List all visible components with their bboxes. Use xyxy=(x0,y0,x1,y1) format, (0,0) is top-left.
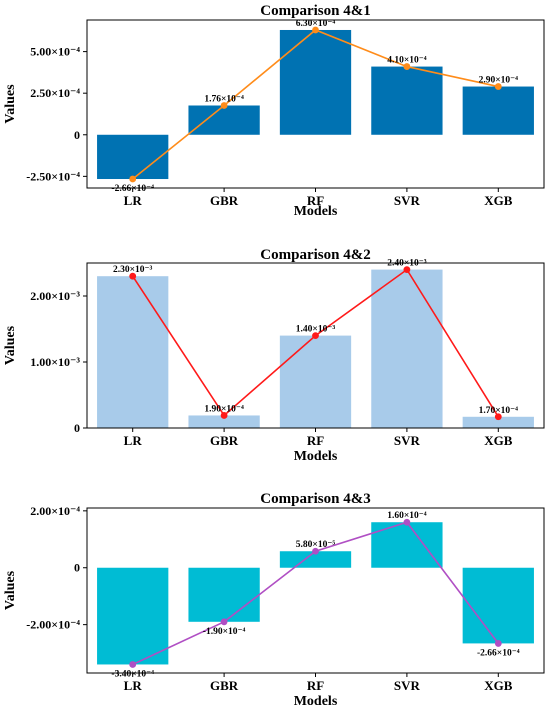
trend-point-gbr xyxy=(220,618,228,626)
bar-svr xyxy=(371,269,443,428)
data-label-gbr: 1.90×10⁻⁴ xyxy=(204,404,244,414)
y-axis-label: Values xyxy=(3,325,18,365)
data-label-svr: 2.40×10⁻³ xyxy=(387,259,427,269)
x-axis-label: Models xyxy=(294,449,338,464)
bar-svr xyxy=(371,522,443,568)
trend-point-xgb xyxy=(494,413,502,421)
x-tick-label-gbr: GBR xyxy=(210,678,239,693)
trend-point-lr xyxy=(129,661,137,668)
bar-gbr xyxy=(188,415,260,428)
x-tick-label-xgb: XGB xyxy=(484,193,513,208)
trend-point-lr xyxy=(129,272,137,280)
y-tick-label: 0 xyxy=(74,561,80,575)
chart-title: Comparison 4&3 xyxy=(260,491,370,507)
bar-lr xyxy=(97,567,169,665)
trend-point-svr xyxy=(403,266,411,273)
y-tick-label: 2.00×10⁻³ xyxy=(30,289,80,303)
x-axis-label: Models xyxy=(294,694,338,709)
data-label-xgb: -2.66×10⁻⁴ xyxy=(477,648,520,658)
y-tick-label: 5.00×10⁻⁴ xyxy=(30,45,80,59)
trend-point-lr xyxy=(129,175,137,183)
x-tick-label-gbr: GBR xyxy=(210,193,239,208)
bar-rf xyxy=(279,29,352,135)
data-label-gbr: 1.76×10⁻⁴ xyxy=(204,94,244,104)
trend-point-gbr xyxy=(220,412,228,419)
y-axis-label: Values xyxy=(3,84,18,124)
bar-lr xyxy=(97,276,169,428)
y-tick-label: -2.00×10⁻⁴ xyxy=(26,618,80,632)
chart-title: Comparison 4&1 xyxy=(260,3,370,19)
y-tick-label: 2.00×10⁻⁴ xyxy=(30,504,80,518)
x-tick-label-rf: RF xyxy=(307,193,324,208)
x-tick-label-xgb: XGB xyxy=(484,433,513,448)
y-axis-label: Values xyxy=(3,570,18,610)
chart-title: Comparison 4&2 xyxy=(260,247,370,263)
y-tick-label: -2.50×10⁻⁴ xyxy=(26,169,80,183)
y-tick-label: 0 xyxy=(74,421,80,435)
x-tick-label-lr: LR xyxy=(124,433,143,448)
x-axis-label: Models xyxy=(294,204,338,219)
x-tick-label-rf: RF xyxy=(307,433,324,448)
bar-gbr xyxy=(188,105,260,135)
chart-panel-3: Comparison 4&3-3.40×10⁻⁴-1.90×10⁻⁴5.80×1… xyxy=(3,491,545,709)
bar-lr xyxy=(97,134,169,180)
trend-point-svr xyxy=(403,63,411,70)
data-label-lr: 2.30×10⁻³ xyxy=(113,265,153,275)
bar-gbr xyxy=(188,567,260,622)
data-label-rf: 1.40×10⁻³ xyxy=(296,325,336,335)
bar-rf xyxy=(279,335,352,428)
bar-xgb xyxy=(462,416,534,428)
x-tick-label-svr: SVR xyxy=(394,433,421,448)
x-tick-label-lr: LR xyxy=(124,193,143,208)
x-tick-label-xgb: XGB xyxy=(484,678,513,693)
bar-rf xyxy=(279,551,352,568)
x-tick-label-rf: RF xyxy=(307,678,324,693)
y-tick-label: 1.00×10⁻³ xyxy=(30,355,80,369)
y-tick-label: 2.50×10⁻⁴ xyxy=(30,86,80,100)
trend-point-gbr xyxy=(220,102,228,109)
trend-point-xgb xyxy=(494,83,502,90)
x-tick-label-lr: LR xyxy=(124,678,143,693)
bar-xgb xyxy=(462,86,534,135)
chart-panel-1: Comparison 4&1-2.66×10⁻⁴1.76×10⁻⁴6.30×10… xyxy=(3,3,545,219)
x-tick-label-svr: SVR xyxy=(394,193,421,208)
trend-point-xgb xyxy=(494,640,502,647)
bar-xgb xyxy=(462,567,534,644)
bar-svr xyxy=(371,66,443,135)
x-tick-label-svr: SVR xyxy=(394,678,421,693)
data-label-gbr: -1.90×10⁻⁴ xyxy=(203,627,246,637)
trend-point-rf xyxy=(312,547,319,555)
x-tick-label-gbr: GBR xyxy=(210,433,239,448)
chart-panel-2: Comparison 4&2 2.30×10⁻³ 1.90×10⁻⁴ 1.40×10⁻… xyxy=(3,247,545,464)
data-label-rf: 5.80×10⁻⁵ xyxy=(296,540,336,550)
trend-point-rf xyxy=(312,26,319,34)
data-label-svr: 1.60×10⁻⁴ xyxy=(387,511,427,521)
data-label-svr: 4.10×10⁻⁴ xyxy=(387,56,427,66)
data-label-rf: 6.30×10⁻⁴ xyxy=(296,19,336,29)
trend-point-rf xyxy=(312,332,319,339)
y-tick-label: 0 xyxy=(74,128,80,142)
data-label-xgb: 2.90×10⁻⁴ xyxy=(479,76,519,86)
data-label-xgb: 1.70×10⁻⁴ xyxy=(479,406,519,416)
trend-point-svr xyxy=(403,518,411,526)
